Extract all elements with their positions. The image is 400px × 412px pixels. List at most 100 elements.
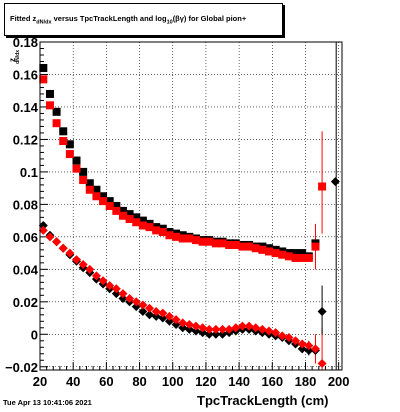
data-point-square <box>238 242 247 251</box>
x-tick-label: 100 <box>162 374 184 389</box>
data-point-diamond <box>277 331 287 341</box>
data-point-square <box>52 119 61 128</box>
data-point-square <box>311 242 320 251</box>
data-point-diamond <box>125 294 135 304</box>
data-point-square <box>185 234 194 243</box>
data-point-diamond <box>85 264 95 274</box>
data-point-diamond <box>204 329 214 339</box>
data-point-diamond <box>284 333 294 343</box>
data-point-diamond <box>211 329 221 339</box>
data-point-square <box>225 240 234 249</box>
data-point-square <box>152 226 161 235</box>
data-point-diamond <box>297 344 307 354</box>
data-point-square <box>125 210 134 219</box>
data-point-diamond <box>191 326 201 336</box>
data-point-square <box>105 202 114 210</box>
data-point-diamond <box>304 346 314 356</box>
data-point-square <box>59 137 68 146</box>
x-tick-label: 180 <box>295 374 317 389</box>
data-point-square <box>118 211 127 220</box>
data-point-diamond <box>211 324 221 334</box>
data-point-square <box>298 249 307 258</box>
data-point-square <box>291 249 300 258</box>
x-axis-title: TpcTrackLength (cm) <box>197 393 329 408</box>
plot-background <box>40 42 342 370</box>
data-point-square <box>125 214 134 223</box>
data-point-square <box>118 206 127 215</box>
y-tick-label: 0.04 <box>13 262 39 277</box>
y-tick-label: −0.02 <box>5 360 38 375</box>
y-axis-title: z <box>8 58 17 62</box>
chart-title-box: Fitted zdN/dx versus TpcTrackLength and … <box>4 3 283 36</box>
data-point-diamond <box>105 281 115 291</box>
data-point-square <box>39 75 48 84</box>
data-point-square <box>85 179 94 188</box>
y-axis-title-sub: dN/dx <box>15 50 21 64</box>
data-point-square <box>39 63 48 72</box>
data-point-diamond <box>111 289 121 299</box>
data-point-square <box>45 101 54 110</box>
data-point-square <box>191 236 200 245</box>
data-point-square <box>92 192 101 201</box>
data-point-diamond <box>184 324 194 334</box>
plot-frame <box>39 41 343 371</box>
data-point-diamond <box>164 316 174 326</box>
data-point-diamond <box>231 323 241 333</box>
data-point-diamond <box>178 323 188 333</box>
data-point-square <box>59 127 68 136</box>
y-tick-label: 0.16 <box>13 67 38 82</box>
x-tick-label: 120 <box>195 374 217 389</box>
data-point-diamond <box>171 320 181 330</box>
data-point-diamond <box>65 248 75 258</box>
y-tick-label: 0.02 <box>13 295 38 310</box>
data-point-diamond <box>111 284 121 294</box>
data-point-diamond <box>138 307 148 317</box>
data-point-square <box>278 250 287 259</box>
x-tick-label: 200 <box>328 374 350 389</box>
data-point-square <box>172 232 181 241</box>
data-point-diamond <box>158 308 168 318</box>
data-point-diamond <box>72 255 82 265</box>
data-point-diamond <box>91 271 101 281</box>
data-point-square <box>218 239 227 248</box>
data-point-square <box>132 213 141 222</box>
data-point-square <box>205 237 214 246</box>
data-point-diamond <box>164 311 174 321</box>
data-point-diamond <box>118 294 128 304</box>
data-point-diamond <box>244 321 254 331</box>
data-point-diamond <box>178 318 188 328</box>
data-point-diamond <box>251 323 261 333</box>
data-point-square <box>198 237 207 246</box>
data-point-diamond <box>131 297 141 307</box>
data-point-diamond <box>38 220 48 230</box>
data-point-square <box>52 107 61 116</box>
data-point-diamond <box>191 321 201 331</box>
data-point-square <box>284 252 293 261</box>
data-point-square <box>258 245 267 254</box>
data-point-diamond <box>310 344 320 354</box>
data-point-square <box>304 253 313 262</box>
data-point-diamond <box>264 326 274 336</box>
data-point-diamond <box>184 320 194 330</box>
data-point-diamond <box>204 324 214 334</box>
data-point-square <box>178 234 187 243</box>
data-point-diamond <box>224 324 234 334</box>
x-tick-label: 60 <box>99 374 113 389</box>
data-point-square <box>138 216 147 225</box>
data-point-diamond <box>58 243 68 253</box>
y-tick-label: 0 <box>31 327 38 342</box>
data-point-square <box>112 206 121 215</box>
chart-title: Fitted zdN/dx versus TpcTrackLength and … <box>10 13 247 26</box>
y-tick-label: 0.1 <box>20 165 38 180</box>
data-point-square <box>99 192 108 201</box>
data-point-diamond <box>218 329 228 339</box>
data-point-diamond <box>145 310 155 320</box>
data-point-diamond <box>304 341 314 351</box>
x-tick-label: 80 <box>132 374 146 389</box>
data-point-diamond <box>291 336 301 346</box>
data-point-square <box>264 247 273 256</box>
x-tick-label: 140 <box>228 374 250 389</box>
data-point-diamond <box>237 321 247 331</box>
data-point-diamond <box>138 300 148 310</box>
